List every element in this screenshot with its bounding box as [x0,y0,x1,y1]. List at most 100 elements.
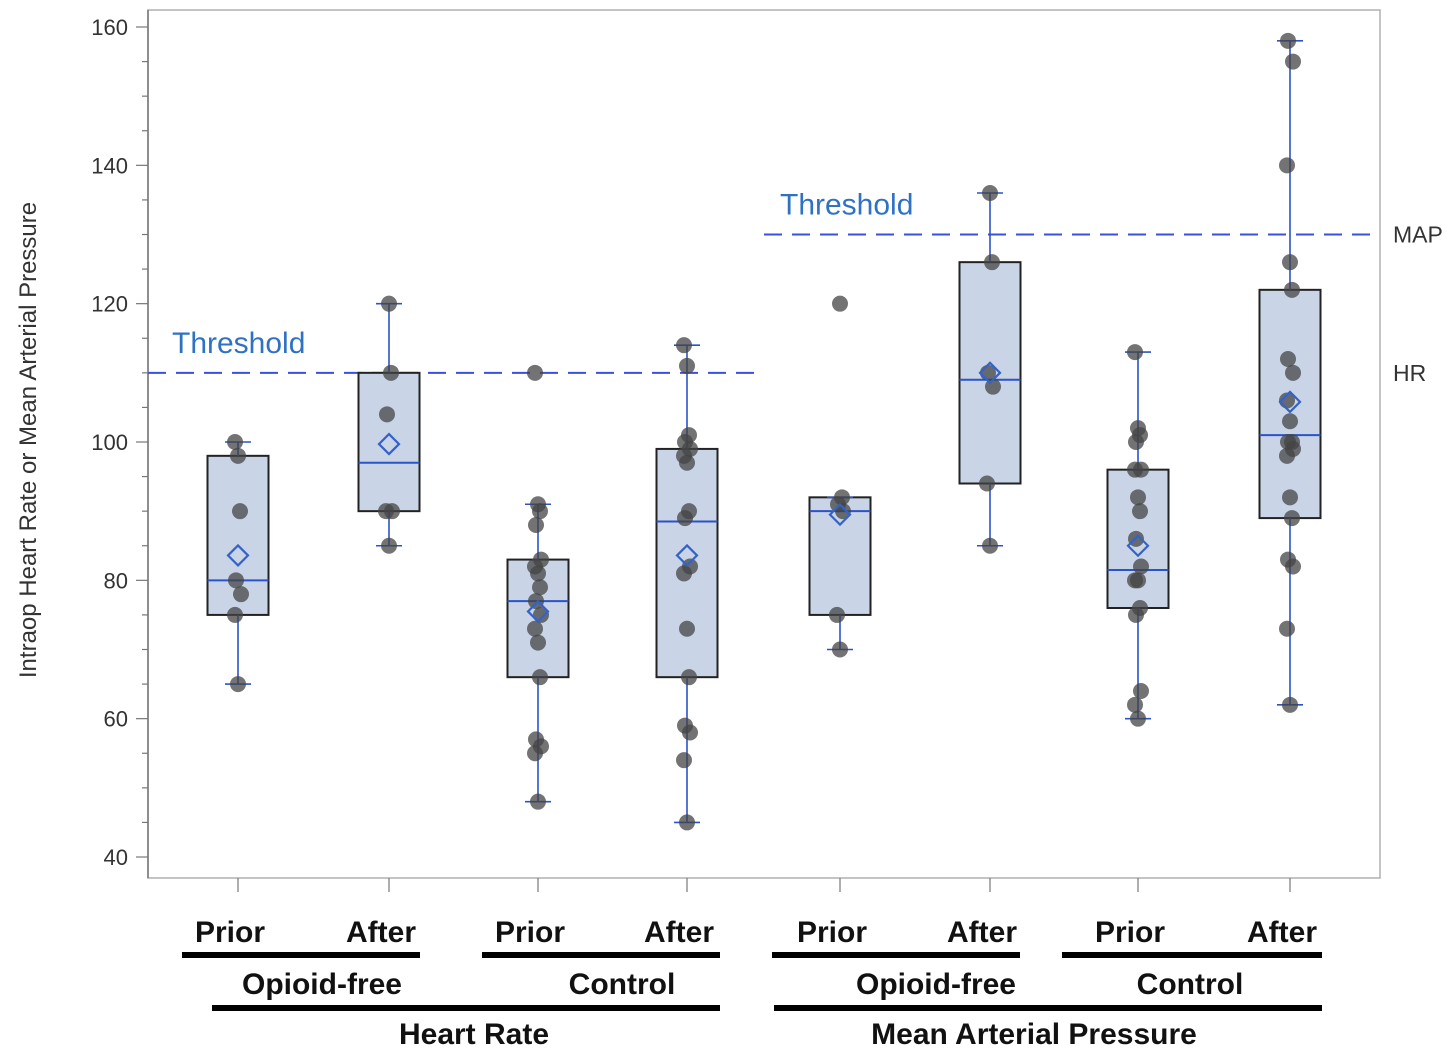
data-point [533,551,549,568]
measure-underline [774,1005,1322,1011]
box-group [1106,344,1170,727]
data-point [228,572,244,589]
data-point [233,586,249,603]
measure-label: Heart Rate [399,1018,549,1050]
group-label: Control [569,968,676,1001]
box-plots [206,32,1322,831]
data-point [379,406,395,423]
measure-underline [212,1005,720,1011]
measure-label: Mean Arterial Pressure [871,1018,1197,1050]
data-point [979,475,995,492]
data-point [227,434,243,450]
data-point [1282,696,1298,713]
data-point [681,503,697,520]
data-point [1127,344,1143,361]
y-tick-label: 40 [104,845,128,870]
mean-diamond [377,432,401,456]
data-point [532,669,548,686]
data-point [1280,32,1296,49]
data-point [676,337,692,354]
data-point [1282,413,1298,430]
data-point [532,579,548,596]
threshold-ref-label: HR [1393,360,1426,386]
y-tick-label: 60 [104,707,128,732]
data-point [679,620,695,637]
data-point [1280,551,1296,568]
data-point [1133,461,1149,478]
y-tick-label: 160 [91,15,128,40]
data-point [679,814,695,831]
data-point [984,254,1000,271]
mean-diamond [526,599,550,624]
box-group [506,364,570,810]
box-group [808,295,872,658]
data-point [530,793,546,810]
data-point [681,669,697,686]
data-point [679,357,695,374]
data-point [676,752,692,769]
category-label: After [644,916,714,949]
category-label: Prior [1095,916,1165,949]
data-point [381,537,397,554]
data-point [982,185,998,201]
y-tick-label: 120 [91,292,128,317]
y-tick-label: 140 [91,153,128,178]
data-point [1130,489,1146,506]
data-point [681,427,697,444]
data-point [1280,351,1296,367]
data-point [530,496,546,513]
data-point [530,634,546,651]
mean-diamond [978,361,1002,385]
mean-diamond [1278,390,1302,414]
group-underline [482,952,720,958]
data-point [381,295,397,312]
y-tick-label: 100 [91,430,128,455]
data-point [1284,281,1300,298]
data-point [384,503,400,520]
category-label: Prior [797,916,867,949]
data-point [1284,434,1300,450]
threshold-lines: Threshold HR Threshold MAP [148,189,1443,386]
data-point [829,606,845,623]
data-point [834,489,850,506]
data-point [230,676,246,693]
y-axis: 40 60 80 100 120 140 160 [91,10,149,878]
data-point [1133,558,1149,575]
threshold-label: Threshold [780,189,913,222]
data-point [832,295,848,312]
box-iqr [357,371,421,513]
data-point [1285,53,1301,70]
data-point [230,447,246,464]
category-label: After [947,916,1017,949]
data-point [527,364,543,381]
box-group [655,337,719,831]
data-point [528,731,544,748]
data-point [1130,420,1146,437]
data-point [1127,696,1143,713]
plot-frame [147,9,1381,879]
group-label: Opioid-free [856,968,1016,1001]
category-label: After [1247,916,1317,949]
data-point [1127,572,1143,589]
box-group [958,185,1022,554]
data-point [528,517,544,533]
group-underline [1062,952,1322,958]
box-group [206,434,270,693]
category-label: Prior [495,916,565,949]
data-point [832,641,848,658]
data-point [232,503,248,520]
data-point [227,606,243,623]
data-point [1282,489,1298,506]
data-point [1132,503,1148,520]
category-labels: Prior After Prior After Prior After Prior After… [182,916,1322,1050]
data-point [528,593,544,610]
group-underline [182,952,420,958]
group-label: Control [1137,968,1244,1001]
data-point [1284,510,1300,527]
x-axis [237,878,1291,892]
data-point [1132,600,1148,616]
mean-diamond [1126,534,1150,558]
data-point [677,717,693,734]
y-axis-label: Intraop Heart Rate or Mean Arterial Pres… [15,202,42,678]
